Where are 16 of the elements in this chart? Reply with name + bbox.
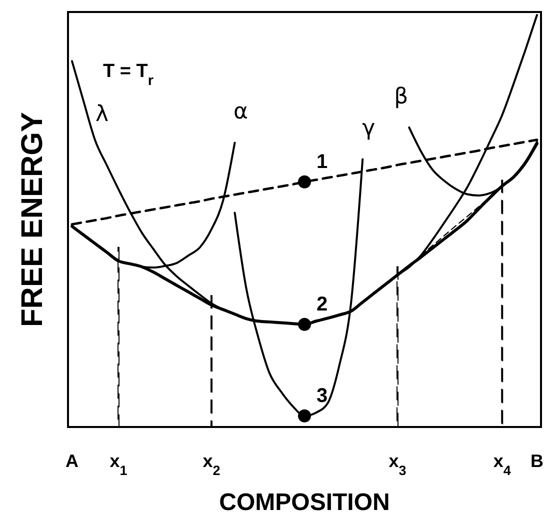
annotation: T = T$_{r}$ (103, 61, 154, 89)
series-label: 3 (316, 384, 328, 407)
x-tick-label: x$_{3}$ (388, 451, 407, 478)
series-label: β (394, 84, 408, 110)
x-tick-label: x$_{1}$ (110, 451, 128, 478)
series-label: 1 (316, 150, 328, 173)
series-label: λ (95, 102, 109, 128)
x-tick-label: A (66, 451, 78, 471)
y-axis-title: FREE ENERGY (16, 112, 49, 328)
x-axis-title: COMPOSITION (219, 489, 390, 516)
x-tick-label: x$_{4}$ (493, 451, 512, 478)
series-label: 2 (316, 293, 328, 316)
x-tick-label: x$_{2}$ (202, 451, 220, 478)
series-label: γ (362, 116, 376, 142)
series-label: α (233, 100, 248, 125)
x-tick-label: B (530, 451, 544, 471)
